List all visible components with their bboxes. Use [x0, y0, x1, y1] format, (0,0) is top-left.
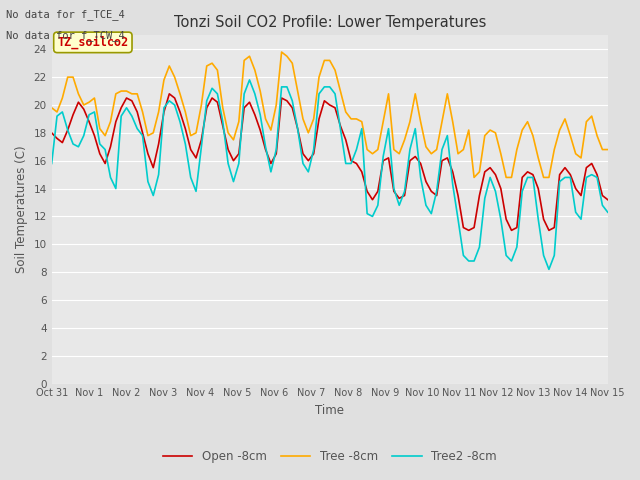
Open -8cm	[454, 192, 462, 198]
Tree -8cm	[294, 88, 301, 94]
Open -8cm	[53, 135, 61, 141]
Open -8cm	[166, 91, 173, 96]
Open -8cm	[48, 130, 56, 136]
Tree -8cm	[604, 147, 612, 153]
Open -8cm	[465, 228, 472, 233]
Title: Tonzi Soil CO2 Profile: Lower Temperatures: Tonzi Soil CO2 Profile: Lower Temperatur…	[173, 15, 486, 30]
Text: No data for f_TCE_4: No data for f_TCE_4	[6, 9, 125, 20]
Text: TZ_soilco2: TZ_soilco2	[57, 36, 129, 49]
Open -8cm	[267, 161, 275, 167]
Text: No data for f_TCW_4: No data for f_TCW_4	[6, 30, 125, 41]
Tree2 -8cm	[454, 216, 462, 222]
Tree2 -8cm	[48, 161, 56, 167]
Line: Tree -8cm: Tree -8cm	[52, 52, 608, 178]
Tree -8cm	[454, 151, 462, 156]
Tree -8cm	[262, 116, 269, 122]
Open -8cm	[460, 225, 467, 230]
Tree2 -8cm	[294, 126, 301, 132]
Tree -8cm	[53, 109, 61, 115]
Open -8cm	[604, 197, 612, 203]
Y-axis label: Soil Temperatures (C): Soil Temperatures (C)	[15, 145, 28, 273]
Tree2 -8cm	[460, 252, 467, 258]
Tree -8cm	[460, 147, 467, 153]
Tree -8cm	[48, 105, 56, 111]
Tree2 -8cm	[246, 77, 253, 83]
Tree2 -8cm	[604, 209, 612, 215]
Tree2 -8cm	[53, 113, 61, 119]
Tree -8cm	[278, 49, 285, 55]
Open -8cm	[294, 126, 301, 132]
Line: Open -8cm: Open -8cm	[52, 94, 608, 230]
Tree2 -8cm	[123, 105, 131, 111]
Tree -8cm	[123, 88, 131, 94]
Open -8cm	[123, 95, 131, 101]
X-axis label: Time: Time	[316, 404, 344, 417]
Tree2 -8cm	[267, 169, 275, 175]
Tree2 -8cm	[545, 266, 553, 272]
Line: Tree2 -8cm: Tree2 -8cm	[52, 80, 608, 269]
Tree -8cm	[470, 175, 478, 180]
Legend: Open -8cm, Tree -8cm, Tree2 -8cm: Open -8cm, Tree -8cm, Tree2 -8cm	[158, 445, 501, 468]
